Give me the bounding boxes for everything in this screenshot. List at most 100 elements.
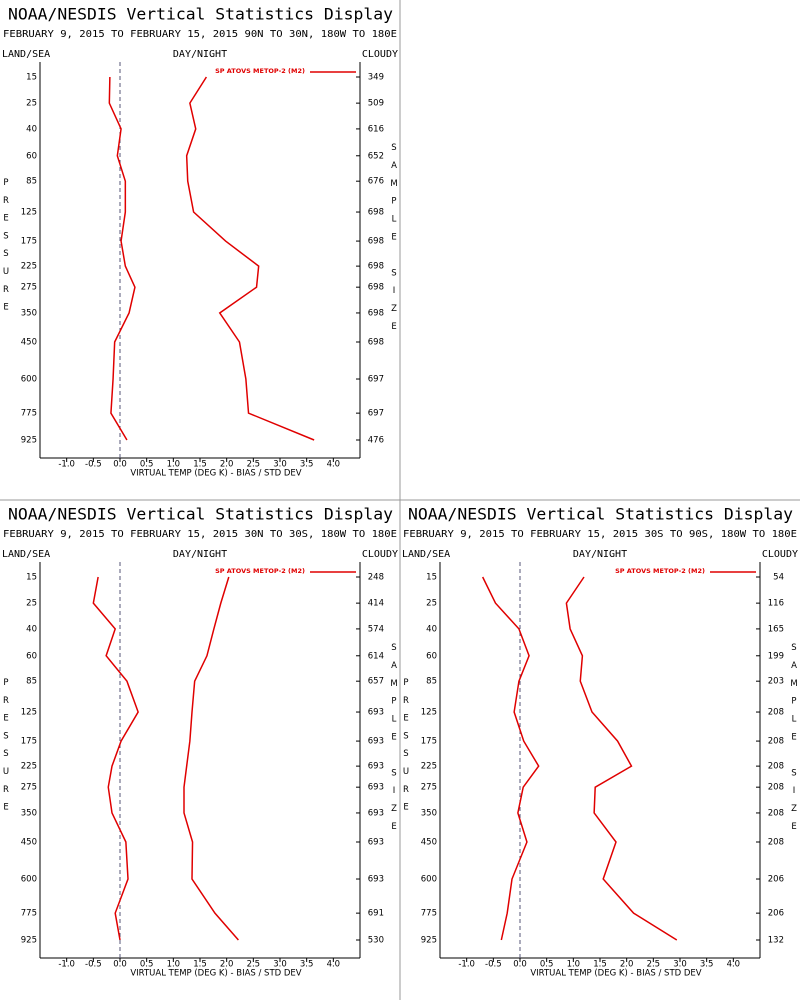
bias-line bbox=[92, 576, 139, 941]
y-tick-label: 25 bbox=[26, 99, 37, 109]
land-sea-label: LAND/SEA bbox=[2, 49, 50, 60]
sample-size-label: 54 bbox=[773, 573, 784, 583]
y-tick-label: 350 bbox=[21, 808, 37, 818]
sample-size-label: 208 bbox=[768, 762, 784, 772]
sample-size-label: 208 bbox=[768, 808, 784, 818]
panel: NOAA/NESDIS Vertical Statistics Display F… bbox=[2, 505, 398, 979]
sample-size-label: 206 bbox=[768, 875, 784, 885]
bias-line bbox=[481, 576, 540, 941]
y-tick-label: 225 bbox=[421, 762, 437, 772]
y-tick-label: 775 bbox=[21, 909, 37, 919]
x-tick-label: 3.5 bbox=[700, 960, 714, 970]
x-tick-label: 3.0 bbox=[273, 960, 287, 970]
y-tick-label: 600 bbox=[21, 875, 37, 885]
x-axis-label: VIRTUAL TEMP (DEG K) - BIAS / STD DEV bbox=[130, 969, 301, 979]
sample-size-label: 614 bbox=[368, 651, 384, 661]
cloudy-label: CLOUDY bbox=[762, 549, 798, 560]
y-tick-label: 175 bbox=[21, 237, 37, 247]
x-tick-label: 0.0 bbox=[513, 960, 527, 970]
sample-size-label: 693 bbox=[368, 875, 384, 885]
sample-size-label: 698 bbox=[368, 308, 384, 318]
x-tick-label: 2.0 bbox=[220, 960, 234, 970]
x-tick-label: -1.0 bbox=[58, 460, 75, 470]
sample-size-label: 530 bbox=[368, 936, 384, 946]
y-tick-label: 225 bbox=[21, 762, 37, 772]
sample-size-label: 698 bbox=[368, 237, 384, 247]
sample-size-label: 616 bbox=[368, 124, 384, 134]
day-night-label: DAY/NIGHT bbox=[173, 549, 227, 560]
x-tick-label: 1.0 bbox=[567, 960, 581, 970]
y-tick-label: 450 bbox=[21, 837, 37, 847]
x-axis-label: VIRTUAL TEMP (DEG K) - BIAS / STD DEV bbox=[130, 469, 301, 479]
x-tick-label: 2.5 bbox=[247, 460, 261, 470]
x-tick-label: -0.5 bbox=[85, 460, 102, 470]
land-sea-label: LAND/SEA bbox=[2, 549, 50, 560]
y-tick-label: 350 bbox=[421, 808, 437, 818]
sample-size-label: 208 bbox=[768, 737, 784, 747]
land-sea-label: LAND/SEA bbox=[402, 549, 450, 560]
x-tick-label: 0.5 bbox=[540, 960, 554, 970]
x-tick-label: 3.5 bbox=[300, 460, 314, 470]
x-tick-label: 3.0 bbox=[673, 960, 687, 970]
x-tick-label: 1.5 bbox=[593, 960, 607, 970]
sample-size-label: 698 bbox=[368, 337, 384, 347]
x-tick-label: 0.5 bbox=[140, 460, 154, 470]
y-tick-label: 40 bbox=[26, 124, 37, 134]
y-tick-label: 925 bbox=[21, 436, 37, 446]
y-tick-label: 450 bbox=[21, 337, 37, 347]
y-tick-label: 60 bbox=[26, 151, 37, 161]
y-tick-label: 450 bbox=[421, 837, 437, 847]
sample-size-label: 693 bbox=[368, 808, 384, 818]
sample-size-label: 203 bbox=[768, 677, 784, 687]
y-tick-label: 275 bbox=[21, 283, 37, 293]
x-tick-label: 2.5 bbox=[647, 960, 661, 970]
y-tick-label: 925 bbox=[421, 936, 437, 946]
chart-title: NOAA/NESDIS Vertical Statistics Display bbox=[8, 5, 393, 24]
y-tick-label: 25 bbox=[426, 599, 437, 609]
sample-size-label: 693 bbox=[368, 762, 384, 772]
x-tick-label: 0.0 bbox=[113, 460, 127, 470]
sample-size-label: 349 bbox=[368, 73, 384, 83]
y-tick-label: 925 bbox=[21, 936, 37, 946]
y-tick-label: 15 bbox=[26, 73, 37, 83]
sample-size-label: 414 bbox=[368, 599, 384, 609]
x-tick-label: 0.5 bbox=[140, 960, 154, 970]
x-tick-label: 2.0 bbox=[220, 460, 234, 470]
y-tick-label: 600 bbox=[21, 375, 37, 385]
chart-title: NOAA/NESDIS Vertical Statistics Display bbox=[408, 505, 793, 524]
sample-size-label: 116 bbox=[768, 599, 784, 609]
chart-subtitle: FEBRUARY 9, 2015 TO FEBRUARY 15, 2015 90… bbox=[3, 29, 397, 40]
sample-size-label: 199 bbox=[768, 651, 784, 661]
legend-label: SP ATOVS METOP-2 (M2) bbox=[215, 567, 305, 575]
bias-line bbox=[108, 76, 136, 441]
cloudy-label: CLOUDY bbox=[362, 549, 398, 560]
day-night-label: DAY/NIGHT bbox=[173, 49, 227, 60]
sample-size-label: 206 bbox=[768, 909, 784, 919]
y-tick-label: 125 bbox=[21, 208, 37, 218]
x-tick-label: 1.0 bbox=[167, 460, 181, 470]
sample-size-label: 574 bbox=[368, 624, 384, 634]
y-tick-label: 775 bbox=[421, 909, 437, 919]
x-tick-label: 0.0 bbox=[113, 960, 127, 970]
sample-size-label: 248 bbox=[368, 573, 384, 583]
x-tick-label: 1.0 bbox=[167, 960, 181, 970]
x-axis-label: VIRTUAL TEMP (DEG K) - BIAS / STD DEV bbox=[530, 969, 701, 979]
sample-size-label: 698 bbox=[368, 262, 384, 272]
y-tick-label: 40 bbox=[426, 624, 437, 634]
x-tick-label: -0.5 bbox=[85, 960, 102, 970]
y-tick-label: 125 bbox=[421, 708, 437, 718]
y-tick-label: 60 bbox=[426, 651, 437, 661]
x-tick-label: 3.0 bbox=[273, 460, 287, 470]
sample-size-label: 698 bbox=[368, 208, 384, 218]
y-tick-label: 225 bbox=[21, 262, 37, 272]
x-tick-label: 1.5 bbox=[193, 960, 207, 970]
sample-size-label: 693 bbox=[368, 737, 384, 747]
cloudy-label: CLOUDY bbox=[362, 49, 398, 60]
sample-size-label: 208 bbox=[768, 708, 784, 718]
legend-label: SP ATOVS METOP-2 (M2) bbox=[615, 567, 705, 575]
